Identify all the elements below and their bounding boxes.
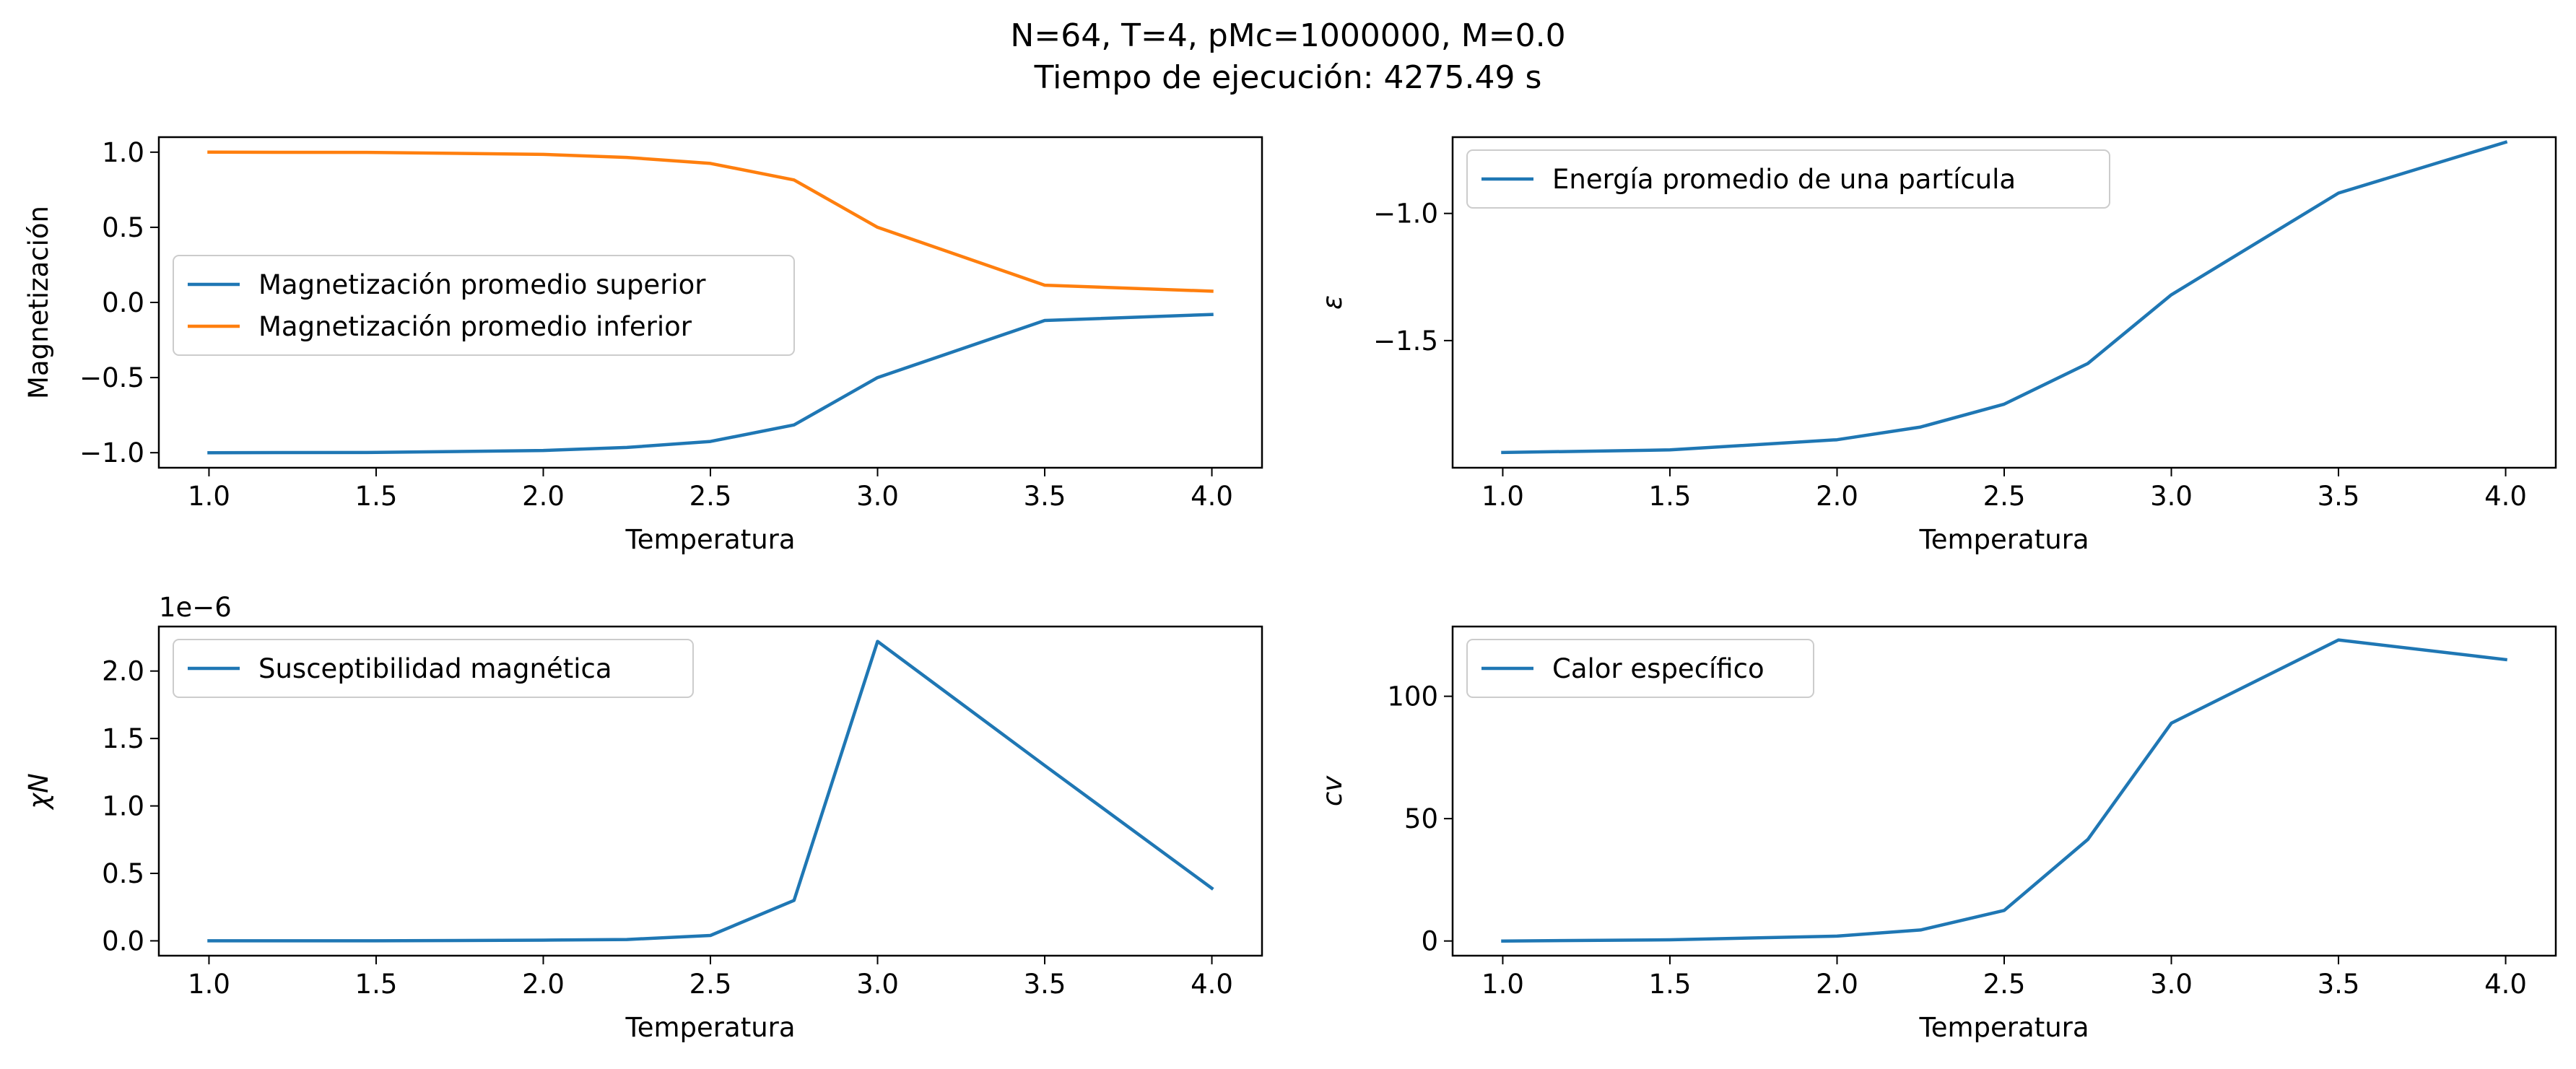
x-tick-label: 2.0 xyxy=(1816,969,1858,1000)
x-axis-label: Temperatura xyxy=(625,524,795,555)
axes-frame xyxy=(157,625,1263,957)
y-tick-label: −1.5 xyxy=(1373,326,1438,357)
series-line-1 xyxy=(1501,638,2507,943)
x-tick-label: 1.5 xyxy=(355,969,398,1000)
x-tick-label: 1.0 xyxy=(1481,481,1524,512)
y-tick-label: 1.0 xyxy=(102,791,144,822)
x-tick-label: 4.0 xyxy=(1191,969,1233,1000)
y-offset-text: 1e−6 xyxy=(159,592,232,623)
x-tick-label: 4.0 xyxy=(2484,969,2527,1000)
legend-label-1: Energía promedio de una partícula xyxy=(1552,164,2016,195)
x-tick-label: 4.0 xyxy=(2484,481,2527,512)
x-tick-label: 4.0 xyxy=(1191,481,1233,512)
series-line-1 xyxy=(1501,140,2508,455)
legend: Calor específico xyxy=(1466,639,1814,698)
figure-title-line1: N=64, T=4, pMc=1000000, M=0.0 xyxy=(1010,17,1565,54)
y-tick-label: 0.0 xyxy=(102,287,144,318)
y-axis-label: ε xyxy=(1317,295,1348,310)
subplot-4: 1.0 1.5 2.0 2.5 3.0 3.5 4.0 0 50 100 Temperatura cv… xyxy=(1317,625,2557,1043)
x-tick-label: 3.5 xyxy=(1024,481,1066,512)
x-tick-label: 1.0 xyxy=(1481,969,1524,1000)
y-tick-label: −1.0 xyxy=(79,437,144,468)
y-tick-label: 2.0 xyxy=(102,656,144,687)
x-tick-label: 3.0 xyxy=(856,969,899,1000)
subplot-3: 1.0 1.5 2.0 2.5 3.0 3.5 4.0 0.0 0.5 1.0 1.5 2.0 Temp… xyxy=(23,592,1263,1043)
x-tick-label: 2.5 xyxy=(1983,969,2026,1000)
x-tick-label: 2.0 xyxy=(522,481,565,512)
legend-box xyxy=(173,639,694,698)
subplot-2: 1.0 1.5 2.0 2.5 3.0 3.5 4.0 −1.5 −1.0 Temperatura… xyxy=(1317,136,2557,555)
y-tick-label: 1.0 xyxy=(102,137,144,168)
series-line-1 xyxy=(207,640,1214,943)
y-tick-label: 100 xyxy=(1387,681,1438,712)
x-axis-label: Temperatura xyxy=(1918,1012,2089,1043)
y-tick-label: 0.0 xyxy=(102,925,144,956)
figure-title-line2: Tiempo de ejecución: 4275.49 s xyxy=(1034,59,1542,96)
legend-box xyxy=(1466,639,1814,698)
x-tick-label: 3.5 xyxy=(1024,969,1066,1000)
legend-label-1: Magnetización promedio superior xyxy=(258,269,706,300)
axes-frame xyxy=(157,136,1263,469)
x-tick-label: 1.5 xyxy=(1649,969,1692,1000)
legend-label-1: Calor específico xyxy=(1552,653,1765,684)
legend-label-1: Susceptibilidad magnética xyxy=(258,653,612,684)
y-axis-label: χN xyxy=(23,773,54,811)
y-axis-label: Magnetización xyxy=(23,206,54,399)
x-axis-label: Temperatura xyxy=(625,1012,795,1043)
axes-frame xyxy=(1451,625,2557,957)
subplot-1: 1.0 1.5 2.0 2.5 3.0 3.5 4.0 −1.0 −0.5 0.0 0.5 1.0 Te… xyxy=(23,136,1263,555)
x-tick-label: 1.0 xyxy=(188,481,230,512)
legend: Energía promedio de una partícula xyxy=(1466,149,2110,209)
x-tick-label: 2.5 xyxy=(1983,481,2026,512)
legend-box xyxy=(173,255,795,356)
x-tick-label: 2.0 xyxy=(1816,481,1858,512)
y-tick-label: −0.5 xyxy=(79,362,144,393)
y-axis-label: cv xyxy=(1317,775,1348,806)
axes-frame xyxy=(1451,136,2557,469)
x-tick-label: 2.0 xyxy=(522,969,565,1000)
x-tick-label: 3.0 xyxy=(2150,969,2193,1000)
y-tick-label: 0 xyxy=(1421,926,1438,957)
y-tick-label: 0.5 xyxy=(102,858,144,889)
legend-label-2: Magnetización promedio inferior xyxy=(258,311,692,342)
x-tick-label: 2.5 xyxy=(689,969,732,1000)
series-line-2 xyxy=(207,150,1214,293)
x-tick-label: 1.0 xyxy=(188,969,230,1000)
legend: Magnetización promedio superior Magnetiza… xyxy=(173,255,795,356)
y-tick-label: −1.0 xyxy=(1373,198,1438,230)
y-tick-label: 50 xyxy=(1404,803,1438,834)
x-tick-label: 3.5 xyxy=(2318,969,2360,1000)
x-tick-label: 1.5 xyxy=(355,481,398,512)
subplots: 1.0 1.5 2.0 2.5 3.0 3.5 4.0 −1.0 −0.5 0.0 0.5 1.0 Te… xyxy=(23,136,2557,1043)
series-line-1 xyxy=(207,313,1214,455)
x-tick-label: 3.5 xyxy=(2318,481,2360,512)
x-tick-label: 3.0 xyxy=(856,481,899,512)
legend-box xyxy=(1466,149,2110,209)
x-tick-label: 1.5 xyxy=(1649,481,1692,512)
x-axis-label: Temperatura xyxy=(1918,524,2089,555)
x-tick-label: 3.0 xyxy=(2150,481,2193,512)
x-tick-label: 2.5 xyxy=(689,481,732,512)
legend: Susceptibilidad magnética xyxy=(173,639,694,698)
y-tick-label: 1.5 xyxy=(102,723,144,754)
y-tick-label: 0.5 xyxy=(102,212,144,243)
